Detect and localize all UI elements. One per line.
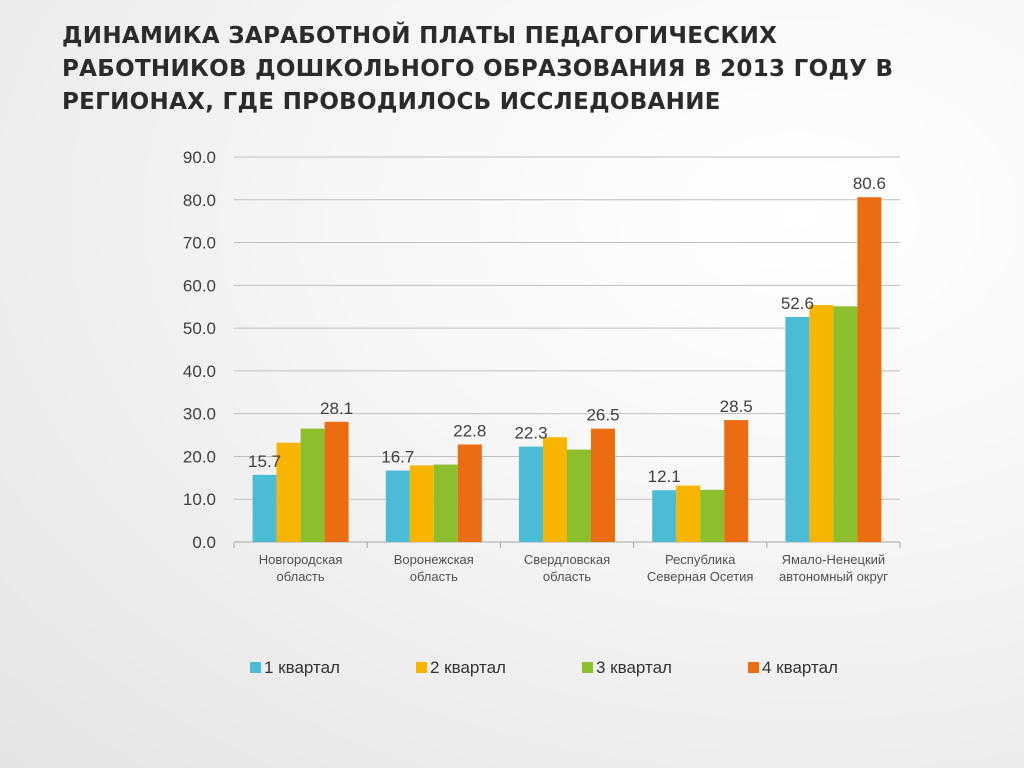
data-label: 28.1 (320, 399, 353, 418)
x-category-label: Свердловская (524, 552, 610, 567)
data-label: 52.6 (781, 294, 814, 313)
x-category-label: автономный округ (779, 569, 888, 584)
y-tick-label: 50.0 (183, 319, 216, 338)
bar (324, 421, 349, 542)
bar (409, 465, 434, 542)
x-category-label: область (543, 569, 591, 584)
data-labels: 15.7 28.1 16.7 22.8 22.3 26.5 12.1 28.5 52.6 80.6 (248, 174, 886, 486)
y-tick-label: 70.0 (183, 234, 216, 253)
bar (652, 490, 677, 542)
bar (300, 428, 325, 542)
y-tick-label: 20.0 (183, 447, 216, 466)
legend-swatch (250, 662, 261, 673)
data-label: 26.5 (586, 406, 619, 425)
bar (567, 449, 591, 542)
bar (457, 444, 482, 542)
data-label: 15.7 (248, 452, 281, 471)
axes: 0.0 10.0 20.0 30.0 40.0 50.0 60.0 70.0 80.0 90.0 Н… (183, 148, 901, 584)
legend: 1 квартал 2 квартал 3 квартал 4 квартал (250, 658, 838, 677)
y-tick-label: 80.0 (183, 191, 216, 210)
bar (543, 437, 567, 542)
y-tick-label: 90.0 (183, 148, 216, 167)
data-label: 22.8 (453, 421, 486, 440)
data-label: 28.5 (720, 397, 753, 416)
bar (724, 420, 749, 542)
x-category-label: Республика (665, 552, 736, 567)
data-label: 12.1 (648, 467, 681, 486)
bar (385, 470, 410, 542)
y-tick-label: 10.0 (183, 490, 216, 509)
bar (591, 428, 615, 542)
slide-title: ДИНАМИКА ЗАРАБОТНОЙ ПЛАТЫ ПЕДАГОГИЧЕСКИХ… (62, 23, 894, 115)
legend-label: 4 квартал (762, 658, 838, 677)
x-category-label: Новгородская (259, 552, 343, 567)
bar (433, 464, 458, 542)
bar (809, 305, 834, 542)
y-tick-label: 60.0 (183, 276, 216, 295)
bar (833, 306, 858, 542)
legend-swatch (748, 662, 759, 673)
y-tick-label: 40.0 (183, 362, 216, 381)
bar (276, 442, 301, 542)
bar (700, 489, 725, 542)
x-category-label: Ямало-Ненецкий (782, 552, 886, 567)
legend-label: 2 квартал (430, 658, 506, 677)
y-tick-label: 0.0 (192, 533, 216, 552)
bar (857, 197, 882, 542)
y-tick-label: 30.0 (183, 405, 216, 424)
legend-swatch (582, 662, 593, 673)
x-category-label: область (410, 569, 458, 584)
bars (252, 197, 882, 542)
bar (676, 485, 701, 542)
bar (252, 474, 277, 542)
data-label: 22.3 (514, 424, 547, 443)
legend-label: 1 квартал (264, 658, 340, 677)
legend-label: 3 квартал (596, 658, 672, 677)
bar (785, 316, 810, 542)
x-category-label: Воронежская (394, 552, 474, 567)
legend-swatch (416, 662, 427, 673)
data-label: 16.7 (381, 448, 414, 467)
x-category-label: область (277, 569, 325, 584)
data-label: 80.6 (853, 174, 886, 193)
bar (519, 446, 543, 542)
x-category-label: Северная Осетия (647, 569, 754, 584)
